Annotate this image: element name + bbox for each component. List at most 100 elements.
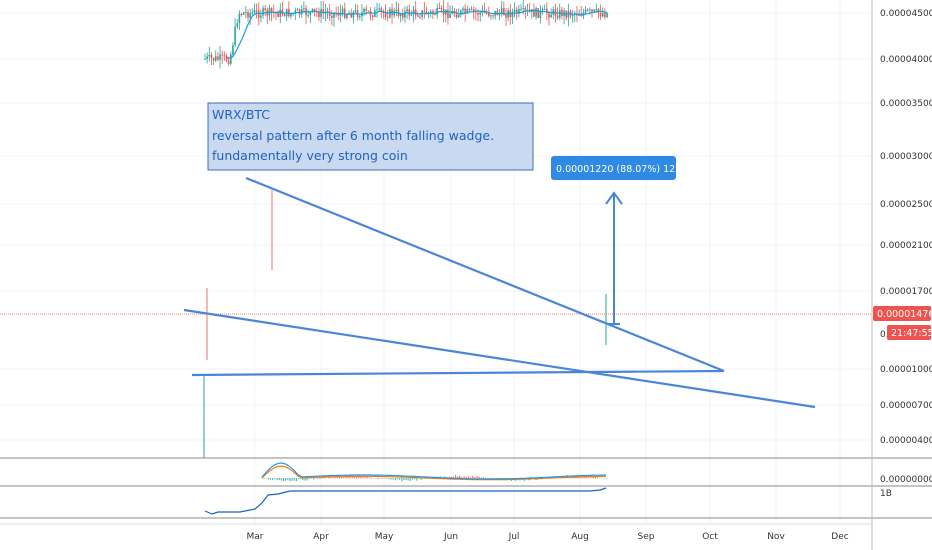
candle-body [341, 8, 344, 13]
candle-body [595, 8, 598, 10]
candle-body [438, 8, 441, 10]
candle-body [264, 8, 266, 11]
macd-bar [579, 476, 581, 479]
candle-body [279, 9, 282, 17]
candle-body [346, 14, 348, 18]
macd-bar [414, 478, 416, 480]
candle-body [462, 8, 464, 11]
note-line-1: WRX/BTC [212, 107, 270, 122]
candle-body [537, 8, 540, 18]
candle-body [303, 8, 305, 10]
candle-body [393, 10, 395, 16]
macd-bar [270, 478, 272, 480]
candle-body [255, 10, 258, 12]
candle-body [485, 12, 488, 14]
price-tick-label: 0.00000400 [880, 436, 932, 446]
candle-body [214, 56, 217, 61]
macd-bar [377, 478, 379, 480]
candle-body [423, 10, 426, 12]
measure-label-text: 0.00001220 (88.07%) 1220 [556, 164, 687, 175]
candle-body [380, 8, 383, 12]
macd-bar [336, 476, 338, 479]
candle-body [328, 12, 331, 16]
candle-body [488, 12, 490, 16]
macd-bar [360, 475, 362, 479]
candle-body [245, 12, 247, 14]
countdown-tag: 21:47:55 [887, 325, 932, 340]
macd-bar [347, 476, 349, 479]
month-tick-label: Apr [313, 532, 329, 542]
candle-body [227, 60, 230, 64]
macd-line [261, 462, 607, 480]
candle-body [468, 8, 471, 10]
macd-bar [454, 475, 457, 479]
price-tick-label: 0.00003000 [880, 152, 932, 162]
candle-body [586, 9, 589, 11]
upper-wedge-trendline[interactable] [245, 176, 725, 373]
candle-body [412, 9, 415, 15]
macd-bar [276, 478, 278, 481]
candle-body [606, 12, 608, 18]
moving-average-line [226, 9, 608, 59]
macd-bar [308, 478, 310, 479]
countdown-text: 21:47:55 [891, 328, 932, 339]
candle-body [408, 9, 411, 16]
time-axis[interactable]: Mar Apr May Jun Jul Aug Sep Oct Nov Dec [247, 532, 849, 542]
candle-body [307, 15, 309, 17]
macd-bar [291, 478, 293, 481]
candle-body [475, 12, 477, 14]
macd-bar [409, 478, 411, 481]
candle-body [290, 12, 292, 17]
macd-bar [403, 478, 405, 481]
candle-body [324, 12, 327, 14]
macd-bar [362, 476, 364, 479]
candle-body [262, 8, 264, 16]
macd-bar [371, 478, 373, 479]
macd-bar [394, 478, 396, 481]
macd-bar [474, 477, 476, 479]
macd-bar [603, 478, 605, 479]
note-line-2: reversal pattern after 6 month falling w… [212, 128, 494, 143]
price-tick-label: 0.00002500 [880, 200, 932, 210]
macd-bar [411, 478, 414, 480]
candle-body [479, 12, 481, 15]
candle-body [417, 15, 419, 17]
price-tick-clipped: 0. [880, 330, 889, 340]
macd-pane [261, 462, 607, 482]
annotation-note[interactable]: WRX/BTC reversal pattern after 6 month f… [207, 102, 534, 171]
candle-body [221, 54, 223, 56]
candle-body [399, 13, 402, 16]
lower-wedge-trendline[interactable] [183, 308, 816, 409]
macd-bar [594, 476, 596, 479]
macd-bar [364, 476, 366, 479]
candle-body [571, 15, 574, 17]
candle-body [335, 12, 337, 14]
macd-bar [297, 478, 300, 480]
candle-body [326, 12, 329, 14]
candle-body [277, 12, 279, 17]
candle-body [432, 11, 434, 14]
month-tick-label: Nov [767, 532, 785, 542]
candle-body [425, 11, 428, 15]
candle-body [470, 9, 473, 11]
candle-body [548, 13, 550, 18]
macd-bar [469, 477, 472, 479]
candle-body [240, 14, 243, 16]
candle-body [236, 23, 239, 27]
candle-body [414, 9, 417, 16]
candle-body [580, 14, 583, 16]
macd-bar [282, 478, 285, 481]
trendlines[interactable] [183, 176, 816, 409]
macd-bar [392, 478, 394, 480]
macd-bar [390, 478, 392, 480]
price-tick-label: 0.00001000 [880, 365, 932, 375]
macd-bar [300, 478, 302, 480]
candle-body [352, 11, 355, 18]
measure-arrow[interactable] [605, 191, 623, 325]
support-trendline[interactable] [191, 369, 725, 377]
price-axis[interactable]: 0.00004500 0.00004000 0.00003500 0.00003000… [880, 9, 932, 446]
candle-body [359, 16, 361, 18]
current-price-tag: 0.00001476 [873, 306, 932, 321]
macd-bar [287, 478, 289, 481]
